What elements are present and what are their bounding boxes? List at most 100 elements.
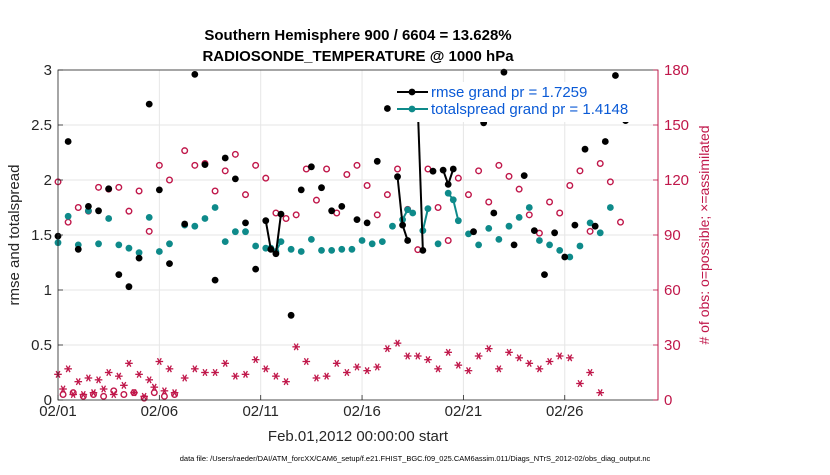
obs-possible-marker (394, 165, 402, 173)
obs-possible-marker (312, 196, 320, 204)
obs-possible-marker (211, 187, 219, 195)
rmse-point (262, 217, 270, 225)
rmse-point (561, 253, 569, 261)
totalspread-point (566, 253, 574, 261)
rmse-point (297, 186, 305, 194)
obs-assimilated-marker (292, 343, 300, 351)
totalspread-point (211, 204, 219, 211)
totalspread-point (155, 248, 163, 255)
x-tick-label: 02/01 (39, 403, 77, 420)
rmse-point (373, 157, 381, 165)
obs-assimilated-marker (99, 385, 108, 393)
obs-assimilated-stroke (506, 348, 512, 356)
obs-assimilated-stroke (303, 357, 309, 366)
obs-assimilated-marker (505, 348, 513, 356)
rmse-point (399, 221, 406, 229)
totalspread-point (287, 245, 295, 253)
obs-assimilated-stroke (96, 376, 102, 384)
obs-assimilated-stroke (263, 365, 269, 373)
obs-assimilated-marker (403, 352, 412, 360)
y-tick-label-left: 2.5 (31, 117, 52, 134)
rmse-point (272, 250, 280, 258)
obs-assimilated-marker (343, 368, 351, 377)
obs-assimilated-stroke (283, 378, 289, 386)
rmse-point (444, 181, 452, 188)
rmse-point (353, 216, 361, 224)
totalspread-point (201, 215, 209, 222)
totalspread-point (135, 249, 143, 256)
rmse-point (277, 210, 285, 218)
obs-assimilated-marker (191, 365, 199, 373)
obs-assimilated-marker (170, 389, 179, 397)
obs-possible-marker (343, 170, 351, 178)
obs-assimilated-stroke (212, 368, 218, 377)
rmse-point (125, 283, 133, 291)
obs-assimilated-stroke (146, 376, 152, 384)
totalspread-point (307, 236, 315, 243)
totalspread-point (404, 206, 412, 214)
totalspread-point (409, 209, 417, 217)
obs-assimilated-stroke (131, 389, 137, 397)
obs-assimilated-stroke (151, 383, 157, 391)
obs-assimilated-stroke (273, 372, 279, 380)
y-tick-label-left: 1 (44, 282, 52, 299)
obs-possible-marker (495, 161, 503, 169)
y-tick-label-right: 0 (664, 392, 672, 409)
totalspread-point (191, 222, 199, 230)
series-layer (54, 68, 629, 402)
obs-assimilated-marker (332, 359, 341, 367)
obs-possible-marker (586, 227, 594, 235)
rmse-point (287, 311, 295, 319)
rmse-point (520, 172, 528, 180)
rmse-point (383, 105, 391, 112)
obs-assimilated-stroke (496, 365, 502, 373)
obs-assimilated-stroke (222, 359, 228, 367)
obs-assimilated-marker (393, 339, 402, 347)
obs-assimilated-stroke (567, 354, 573, 362)
rmse-point (211, 276, 219, 284)
obs-assimilated-stroke (75, 378, 81, 386)
obs-possible-marker (363, 181, 371, 189)
obs-possible-marker (221, 167, 229, 175)
obs-assimilated-marker (79, 390, 88, 399)
rmse-point (490, 209, 498, 217)
totalspread-point (556, 247, 564, 254)
totalspread-point (145, 214, 153, 221)
obs-assimilated-stroke (202, 368, 208, 377)
obs-possible-marker (515, 185, 523, 193)
obs-assimilated-stroke (232, 372, 238, 380)
rmse-point (404, 237, 412, 244)
obs-possible-marker (353, 161, 361, 169)
rmse-point (307, 163, 315, 171)
axis-layer: 02/01 02/06 02/11 02/16 02/21 02/26 0 0.5 1 1.5 2 2… (31, 62, 689, 420)
totalspread-point (358, 237, 366, 244)
rmse-point (470, 228, 477, 236)
totalspread-point (328, 247, 336, 254)
obs-assimilated-marker (109, 390, 118, 399)
rmse-point (419, 247, 427, 254)
rmse-point (242, 219, 249, 227)
obs-assimilated-marker (64, 365, 72, 373)
totalspread-point (434, 240, 442, 248)
totalspread-point (252, 242, 260, 250)
rmse-point (115, 271, 123, 278)
obs-possible-marker (135, 187, 143, 195)
y-tick-label-left: 0 (44, 392, 52, 409)
obs-assimilated-stroke (101, 385, 107, 393)
rmse-point (328, 207, 336, 215)
rmse-segment (396, 176, 404, 226)
y-tick-label-left: 1.5 (31, 227, 52, 244)
obs-assimilated-marker (59, 385, 67, 393)
y-tick-label-right: 30 (664, 337, 681, 354)
obs-assimilated-stroke (466, 367, 471, 375)
legend-spread-marker (408, 105, 416, 113)
y-tick-label-left: 3 (44, 62, 52, 79)
obs-assimilated-marker (444, 348, 453, 356)
rmse-point (221, 154, 229, 162)
totalspread-point (242, 228, 249, 236)
obs-possible-marker (546, 198, 554, 206)
totalspread-point (297, 248, 305, 255)
obs-assimilated-marker (125, 359, 133, 367)
rmse-point (166, 260, 173, 267)
